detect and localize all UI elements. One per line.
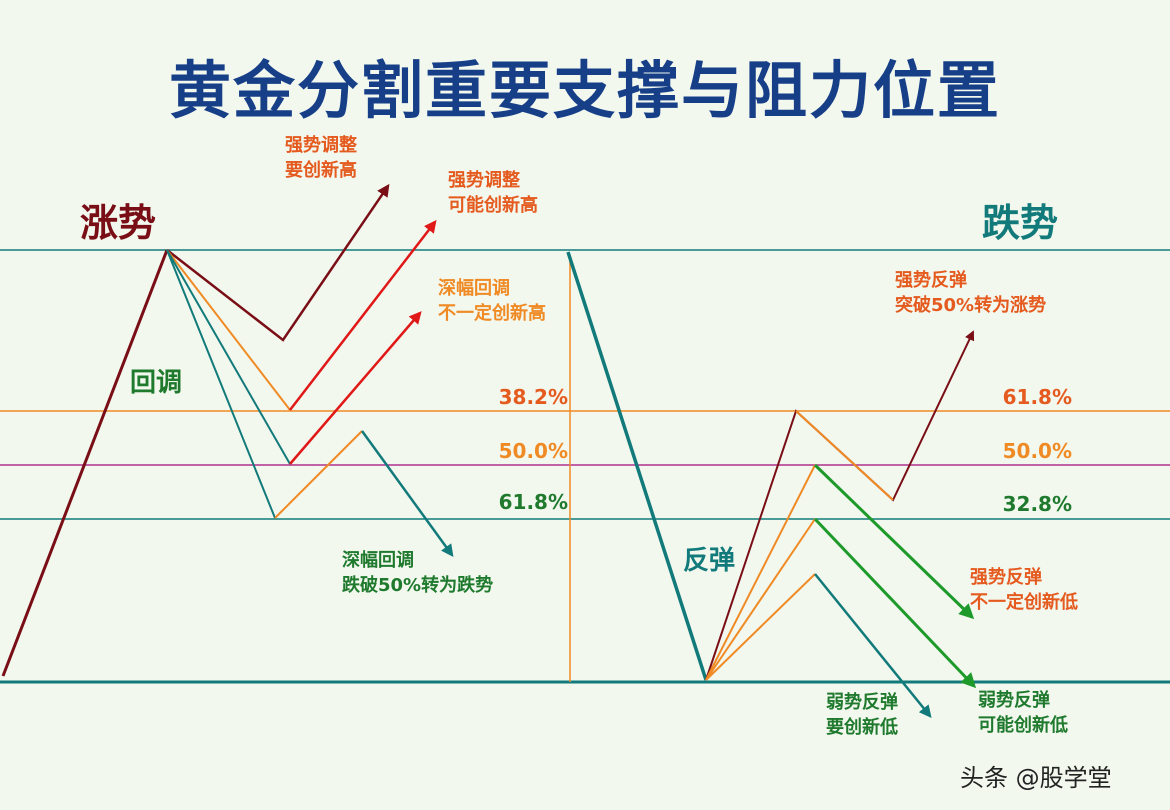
annotation-strong-adjust-new-high: 强势调整 要创新高 [285, 135, 357, 181]
pullback-label: 回调 [130, 368, 183, 398]
annotation-strong-rebound-break: 强势反弹 突破50%转为涨势 [895, 270, 1047, 316]
left-level-61: 61.8% [498, 490, 568, 514]
pullback-path-3-down [166, 249, 291, 465]
pullback-path-3-up [289, 311, 422, 465]
left-level-50: 50.0% [498, 439, 568, 463]
pullback-path-2-down [166, 249, 291, 411]
rebound-label: 反弹 [683, 546, 736, 576]
left-level-38: 38.2% [498, 385, 568, 409]
annotation-strong-adjust-may-high: 强势调整 可能创新高 [448, 170, 538, 216]
pullback-path-4-rebound [274, 430, 363, 519]
annotation-weak-rebound-new-low: 弱势反弹 要创新低 [826, 692, 898, 738]
right-level-61: 61.8% [1002, 385, 1072, 409]
page-title: 黄金分割重要支撑与阻力位置 [168, 54, 1001, 127]
pullback-path-4-down [166, 249, 276, 519]
annotation-weak-rebound-may-low: 弱势反弹 可能创新低 [978, 690, 1068, 736]
rebound-path-1-orange [795, 410, 894, 501]
rebound-path-4-up [705, 573, 816, 681]
right-level-50: 50.0% [1002, 439, 1072, 463]
watermark: 头条 @股学堂 [960, 764, 1112, 792]
rebound-path-2-down [813, 463, 975, 620]
annotation-deep-pullback-break: 深幅回调 跌破50%转为跌势 [342, 550, 494, 596]
pullback-path-1 [166, 183, 390, 342]
rebound-path-1 [705, 330, 975, 681]
downtrend-line [566, 251, 708, 681]
annotation-strong-rebound-not-low: 强势反弹 不一定创新低 [970, 567, 1078, 613]
uptrend-label: 涨势 [80, 200, 157, 245]
right-level-32: 32.8% [1002, 492, 1072, 516]
uptrend-line [1, 249, 169, 677]
annotation-deep-pullback-not-high: 深幅回调 不一定创新高 [438, 278, 546, 324]
rebound-path-3-down [813, 517, 977, 689]
pullback-path-4-break [360, 430, 454, 558]
pullback-path-2-up [289, 220, 437, 411]
rebound-path-2-up [705, 464, 816, 681]
rebound-path-4-down [814, 573, 932, 718]
rebound-path-3-up [705, 518, 816, 681]
downtrend-label: 跌势 [982, 200, 1059, 245]
